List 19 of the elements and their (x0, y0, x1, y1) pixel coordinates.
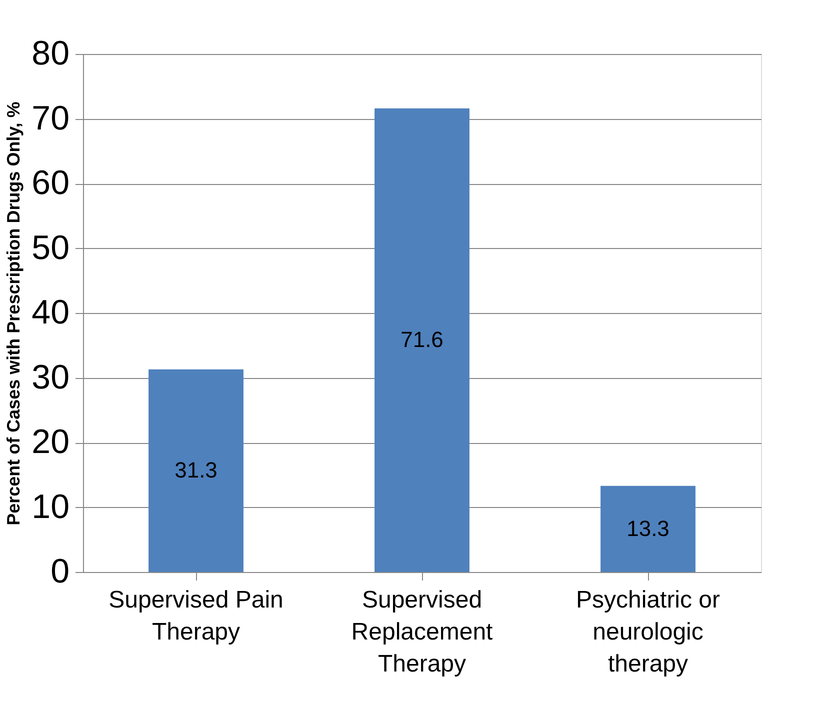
bar (374, 108, 470, 572)
y-tick-label: 40 (32, 294, 70, 332)
y-axis-title: Percent of Cases with Prescription Drugs Only, % (4, 102, 24, 526)
data-label: 31.3 (174, 458, 218, 483)
y-tick-label: 20 (32, 423, 70, 461)
data-label: 71.6 (400, 327, 444, 352)
y-tick-label: 70 (32, 99, 70, 138)
y-tick-label: 80 (32, 34, 70, 72)
y-tick-label: 50 (32, 228, 70, 267)
x-tick-label: Supervised Replacement Therapy (351, 586, 494, 678)
y-tick-label: 0 (50, 552, 70, 590)
y-tick-label: 60 (32, 164, 70, 202)
y-tick-label: 30 (32, 358, 70, 396)
y-tick-label: 10 (32, 488, 70, 526)
data-label: 13.3 (626, 516, 670, 541)
bar (148, 369, 244, 572)
x-tick-label: Psychiatric or neurologic therapy (576, 586, 720, 678)
bar (600, 486, 696, 572)
x-tick-label: Supervised Pain Therapy (108, 586, 284, 646)
